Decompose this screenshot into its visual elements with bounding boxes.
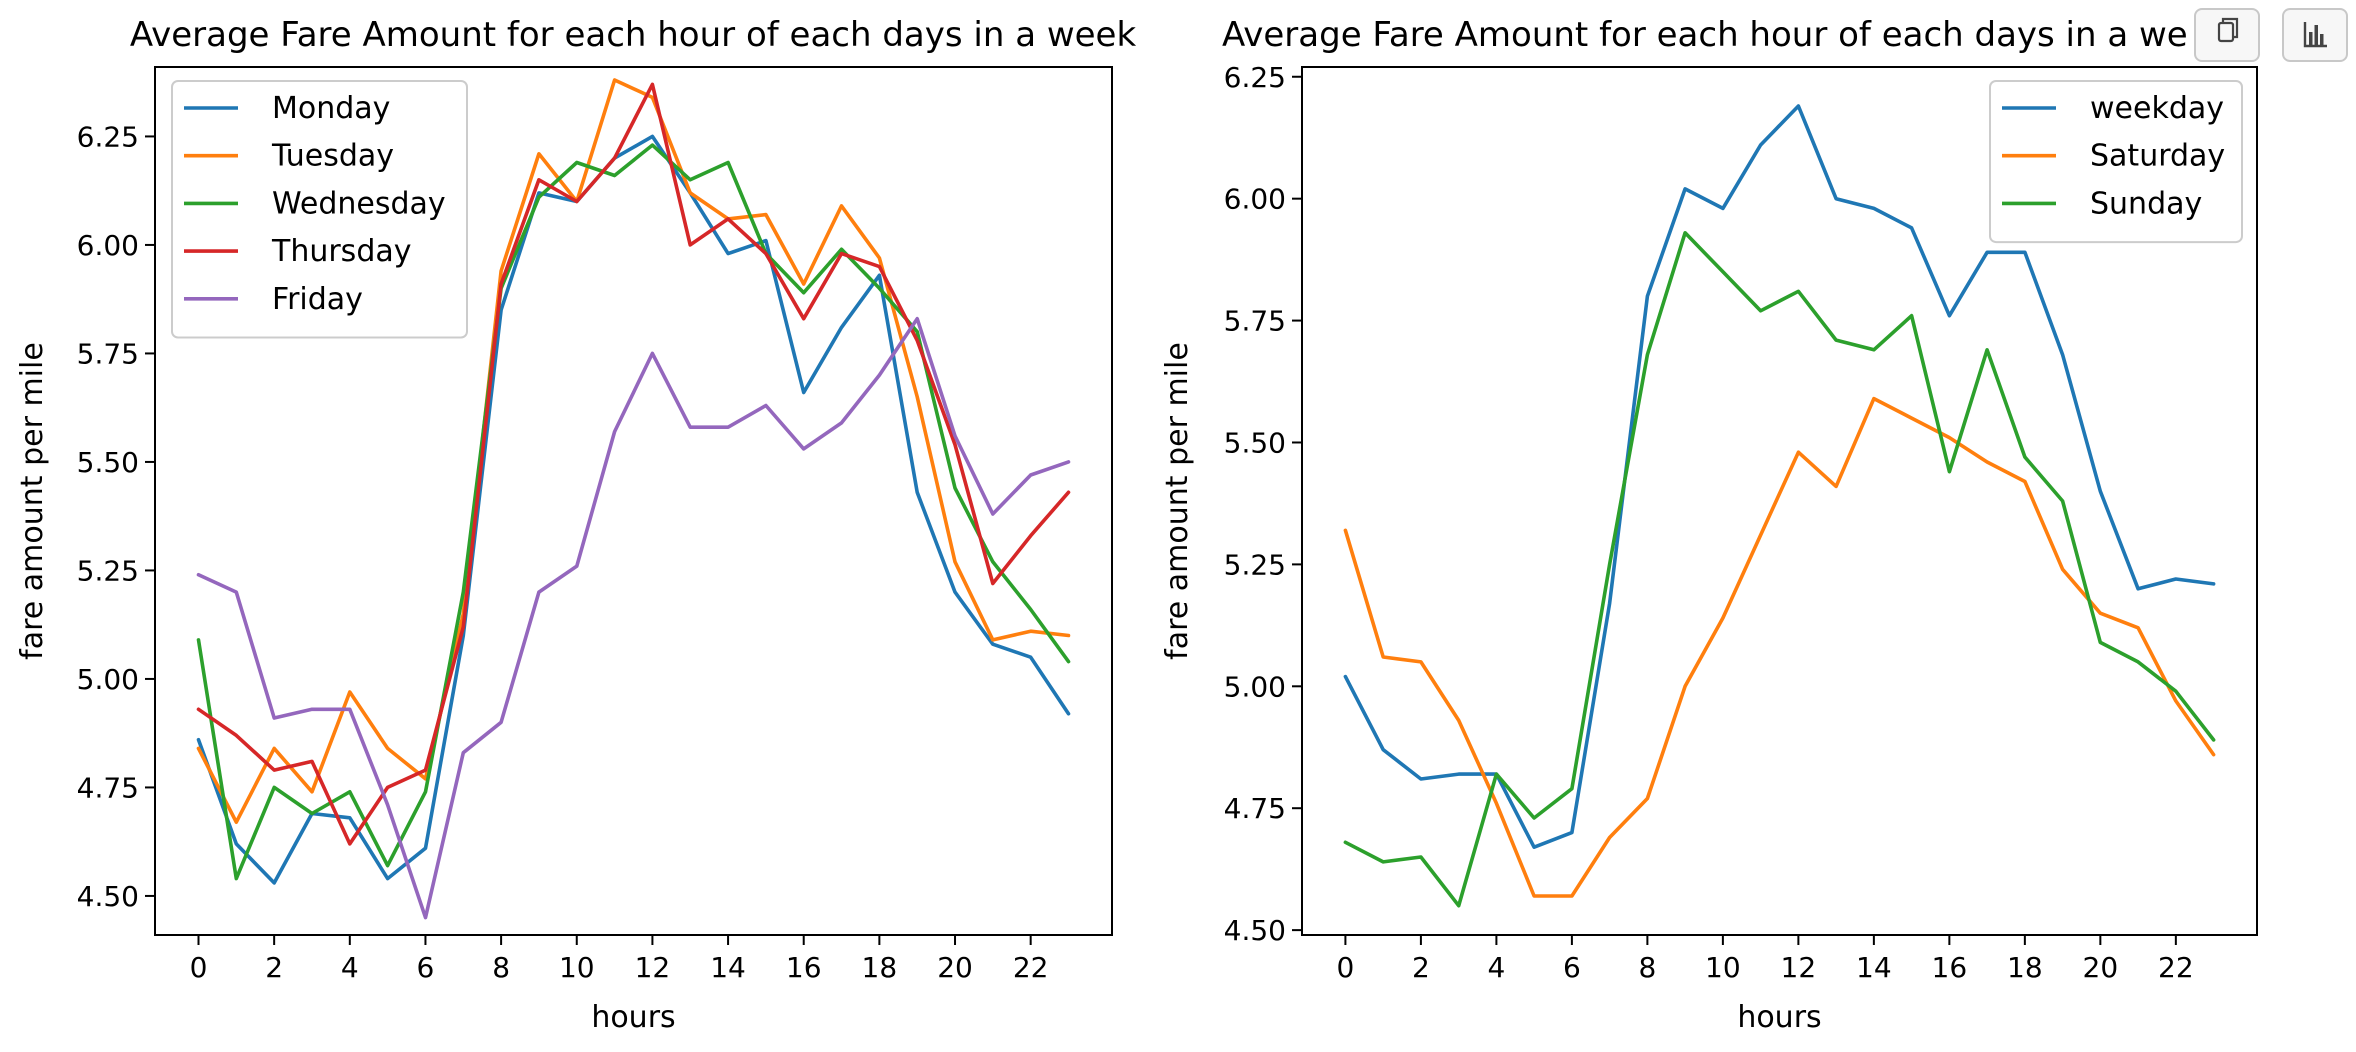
copy-icon: [2217, 17, 2239, 43]
x-tick-label: 14: [1856, 951, 1892, 984]
x-tick-label: 2: [1412, 951, 1430, 984]
legend-label: Sunday: [2090, 186, 2202, 221]
x-tick-label: 16: [786, 951, 822, 984]
axes-frame: [154, 66, 1113, 936]
x-tick-label: 20: [2083, 951, 2119, 984]
y-tick-label: 6.00: [1224, 183, 1286, 216]
x-tick-label: 12: [635, 951, 671, 984]
y-tick-label: 5.25: [1224, 548, 1286, 581]
chart-toggle-button[interactable]: [2282, 8, 2348, 62]
y-tick-label: 4.75: [77, 771, 139, 804]
legend-label: Wednesday: [272, 186, 446, 221]
legend-label: Thursday: [271, 234, 412, 269]
x-tick-label: 10: [559, 951, 595, 984]
chart-right: Average Fare Amount for each hour of eac…: [1160, 15, 2258, 1035]
x-tick-label: 0: [190, 951, 208, 984]
copy-button[interactable]: [2194, 8, 2260, 62]
y-tick-label: 4.75: [1224, 792, 1286, 825]
bar-chart-icon: [2303, 22, 2327, 48]
legend-box: [171, 80, 468, 339]
y-tick-label: 6.25: [77, 120, 139, 153]
series-line-saturday: [1343, 396, 2216, 898]
x-tick-label: 18: [862, 951, 898, 984]
chart-title: Average Fare Amount for each hour of eac…: [1222, 15, 2188, 55]
y-tick-label: 5.25: [77, 554, 139, 587]
legend-label: weekday: [2090, 91, 2224, 126]
x-tick-label: 14: [710, 951, 746, 984]
x-tick-label: 18: [2007, 951, 2043, 984]
x-tick-label: 4: [341, 951, 359, 984]
y-tick-label: 5.50: [1224, 426, 1286, 459]
chart-left: Average Fare Amount for each hour of eac…: [15, 15, 1136, 1035]
axes-frame: [1301, 66, 2258, 936]
chart-title: Average Fare Amount for each hour of eac…: [130, 15, 1137, 55]
x-tick-label: 16: [1932, 951, 1968, 984]
series-line-weekday: [1343, 104, 2216, 850]
y-tick-label: 5.00: [1224, 670, 1286, 703]
series-line-sunday: [1343, 231, 2216, 908]
y-tick-label: 5.00: [77, 663, 139, 696]
x-tick-label: 0: [1336, 951, 1354, 984]
y-tick-label: 4.50: [77, 880, 139, 913]
y-tick-label: 6.25: [1224, 61, 1286, 94]
series-line-friday: [196, 316, 1071, 920]
x-tick-label: 22: [2158, 951, 2194, 984]
legend-label: Monday: [272, 91, 390, 126]
x-tick-label: 6: [417, 951, 435, 984]
legend-label: Saturday: [2090, 139, 2225, 174]
x-tick-label: 10: [1705, 951, 1741, 984]
legend-label: Friday: [272, 282, 363, 317]
x-tick-label: 22: [1013, 951, 1049, 984]
legend-label: Tuesday: [271, 139, 394, 174]
y-tick-label: 5.75: [1224, 305, 1286, 338]
x-tick-label: 8: [492, 951, 510, 984]
x-tick-label: 4: [1487, 951, 1505, 984]
series-line-thursday: [196, 82, 1071, 846]
x-tick-label: 6: [1563, 951, 1581, 984]
x-tick-label: 20: [937, 951, 973, 984]
x-axis-label: hours: [591, 1000, 675, 1035]
y-tick-label: 6.00: [77, 229, 139, 262]
y-tick-label: 5.75: [77, 337, 139, 370]
x-axis-label: hours: [1737, 1000, 1821, 1035]
x-tick-label: 2: [265, 951, 283, 984]
x-tick-label: 12: [1781, 951, 1817, 984]
y-axis-label: fare amount per mile: [1160, 342, 1195, 660]
y-axis-label: fare amount per mile: [15, 342, 50, 660]
y-tick-label: 5.50: [77, 446, 139, 479]
x-tick-label: 8: [1638, 951, 1656, 984]
series-line-monday: [196, 134, 1071, 885]
y-tick-label: 4.50: [1224, 914, 1286, 947]
